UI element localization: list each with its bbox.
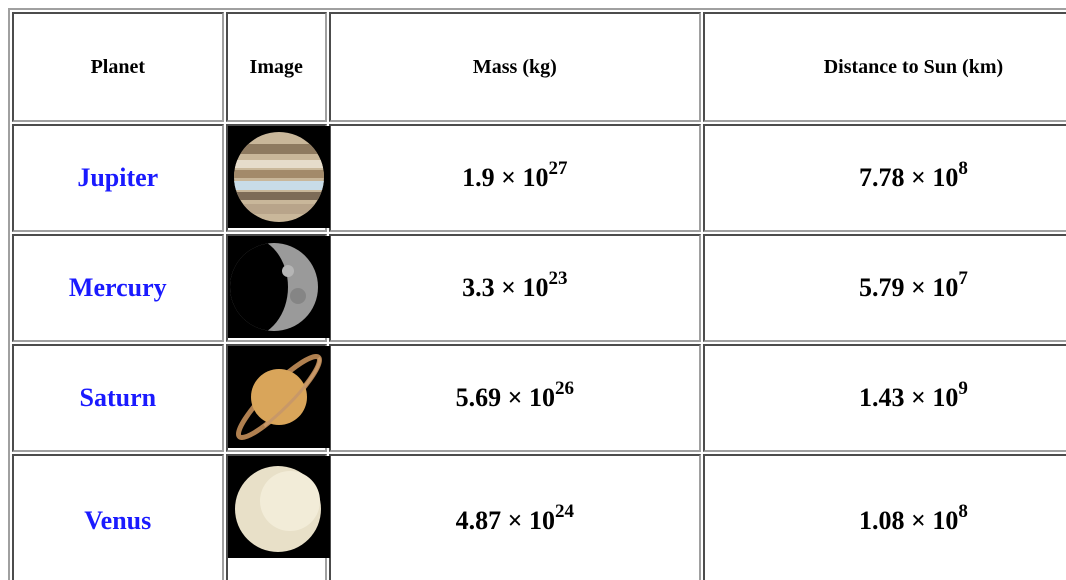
distance-cell: 5.79 × 107 xyxy=(702,234,1066,342)
header-cell: Planet xyxy=(12,12,224,122)
mass-cell: 3.3 × 1023 xyxy=(328,234,701,342)
planet-image xyxy=(227,236,330,338)
mass-value: 4.87 × 10 xyxy=(455,506,555,535)
distance-value: 5.79 × 10 xyxy=(859,273,959,302)
distance-cell: 1.43 × 109 xyxy=(702,344,1066,452)
mass-cell: 1.9 × 1027 xyxy=(328,124,701,232)
header-row: Planet Image Mass (kg) Distance to Sun (… xyxy=(12,12,1066,122)
mass-value: 5.69 × 10 xyxy=(455,383,555,412)
distance-value: 1.43 × 10 xyxy=(859,383,959,412)
distance-cell: 1.08 × 108 xyxy=(702,454,1066,580)
image-cell xyxy=(225,234,330,342)
planet-link[interactable]: Jupiter xyxy=(77,163,159,192)
distance-exponent: 7 xyxy=(958,268,968,289)
distance-value: 7.78 × 10 xyxy=(859,163,959,192)
distance-exponent: 8 xyxy=(958,158,968,179)
planet-row: Saturn 5.69 × 1026 1.43 × 109 xyxy=(12,344,1066,452)
planet-table: Planet Image Mass (kg) Distance to Sun (… xyxy=(8,8,1066,580)
mass-exponent: 27 xyxy=(548,158,568,179)
planet-cell: Mercury xyxy=(12,234,224,342)
header-cell: Distance to Sun (km) xyxy=(702,12,1066,122)
header-cell: Image xyxy=(225,12,327,122)
planet-row: Venus 4.87 × 1024 1.08 × 108 xyxy=(12,454,1066,580)
distance-exponent: 9 xyxy=(958,378,968,399)
mass-cell: 4.87 × 1024 xyxy=(328,454,701,580)
planet-link[interactable]: Venus xyxy=(84,506,152,535)
planet-image xyxy=(227,456,330,558)
planet-image xyxy=(227,346,330,448)
distance-value: 1.08 × 10 xyxy=(859,506,959,535)
mass-cell: 5.69 × 1026 xyxy=(328,344,701,452)
mass-value: 3.3 × 10 xyxy=(462,273,549,302)
mass-value: 1.9 × 10 xyxy=(462,163,549,192)
image-cell xyxy=(225,344,330,452)
planet-image xyxy=(227,126,330,228)
distance-cell: 7.78 × 108 xyxy=(702,124,1066,232)
planet-cell: Jupiter xyxy=(12,124,224,232)
mass-exponent: 23 xyxy=(548,268,568,289)
image-cell xyxy=(225,124,330,232)
header-cell: Mass (kg) xyxy=(328,12,701,122)
planet-row: Jupiter 1.9 × 1027 7.78 × 108 xyxy=(12,124,1066,232)
mass-exponent: 26 xyxy=(554,378,574,399)
image-cell xyxy=(225,454,330,580)
planet-link[interactable]: Mercury xyxy=(68,273,167,302)
distance-exponent: 8 xyxy=(958,501,968,522)
planet-link[interactable]: Saturn xyxy=(79,383,157,412)
planet-row: Mercury 3.3 × 1023 5.79 × 107 xyxy=(12,234,1066,342)
planet-cell: Venus xyxy=(12,454,224,580)
planet-cell: Saturn xyxy=(12,344,224,452)
mass-exponent: 24 xyxy=(554,501,574,522)
